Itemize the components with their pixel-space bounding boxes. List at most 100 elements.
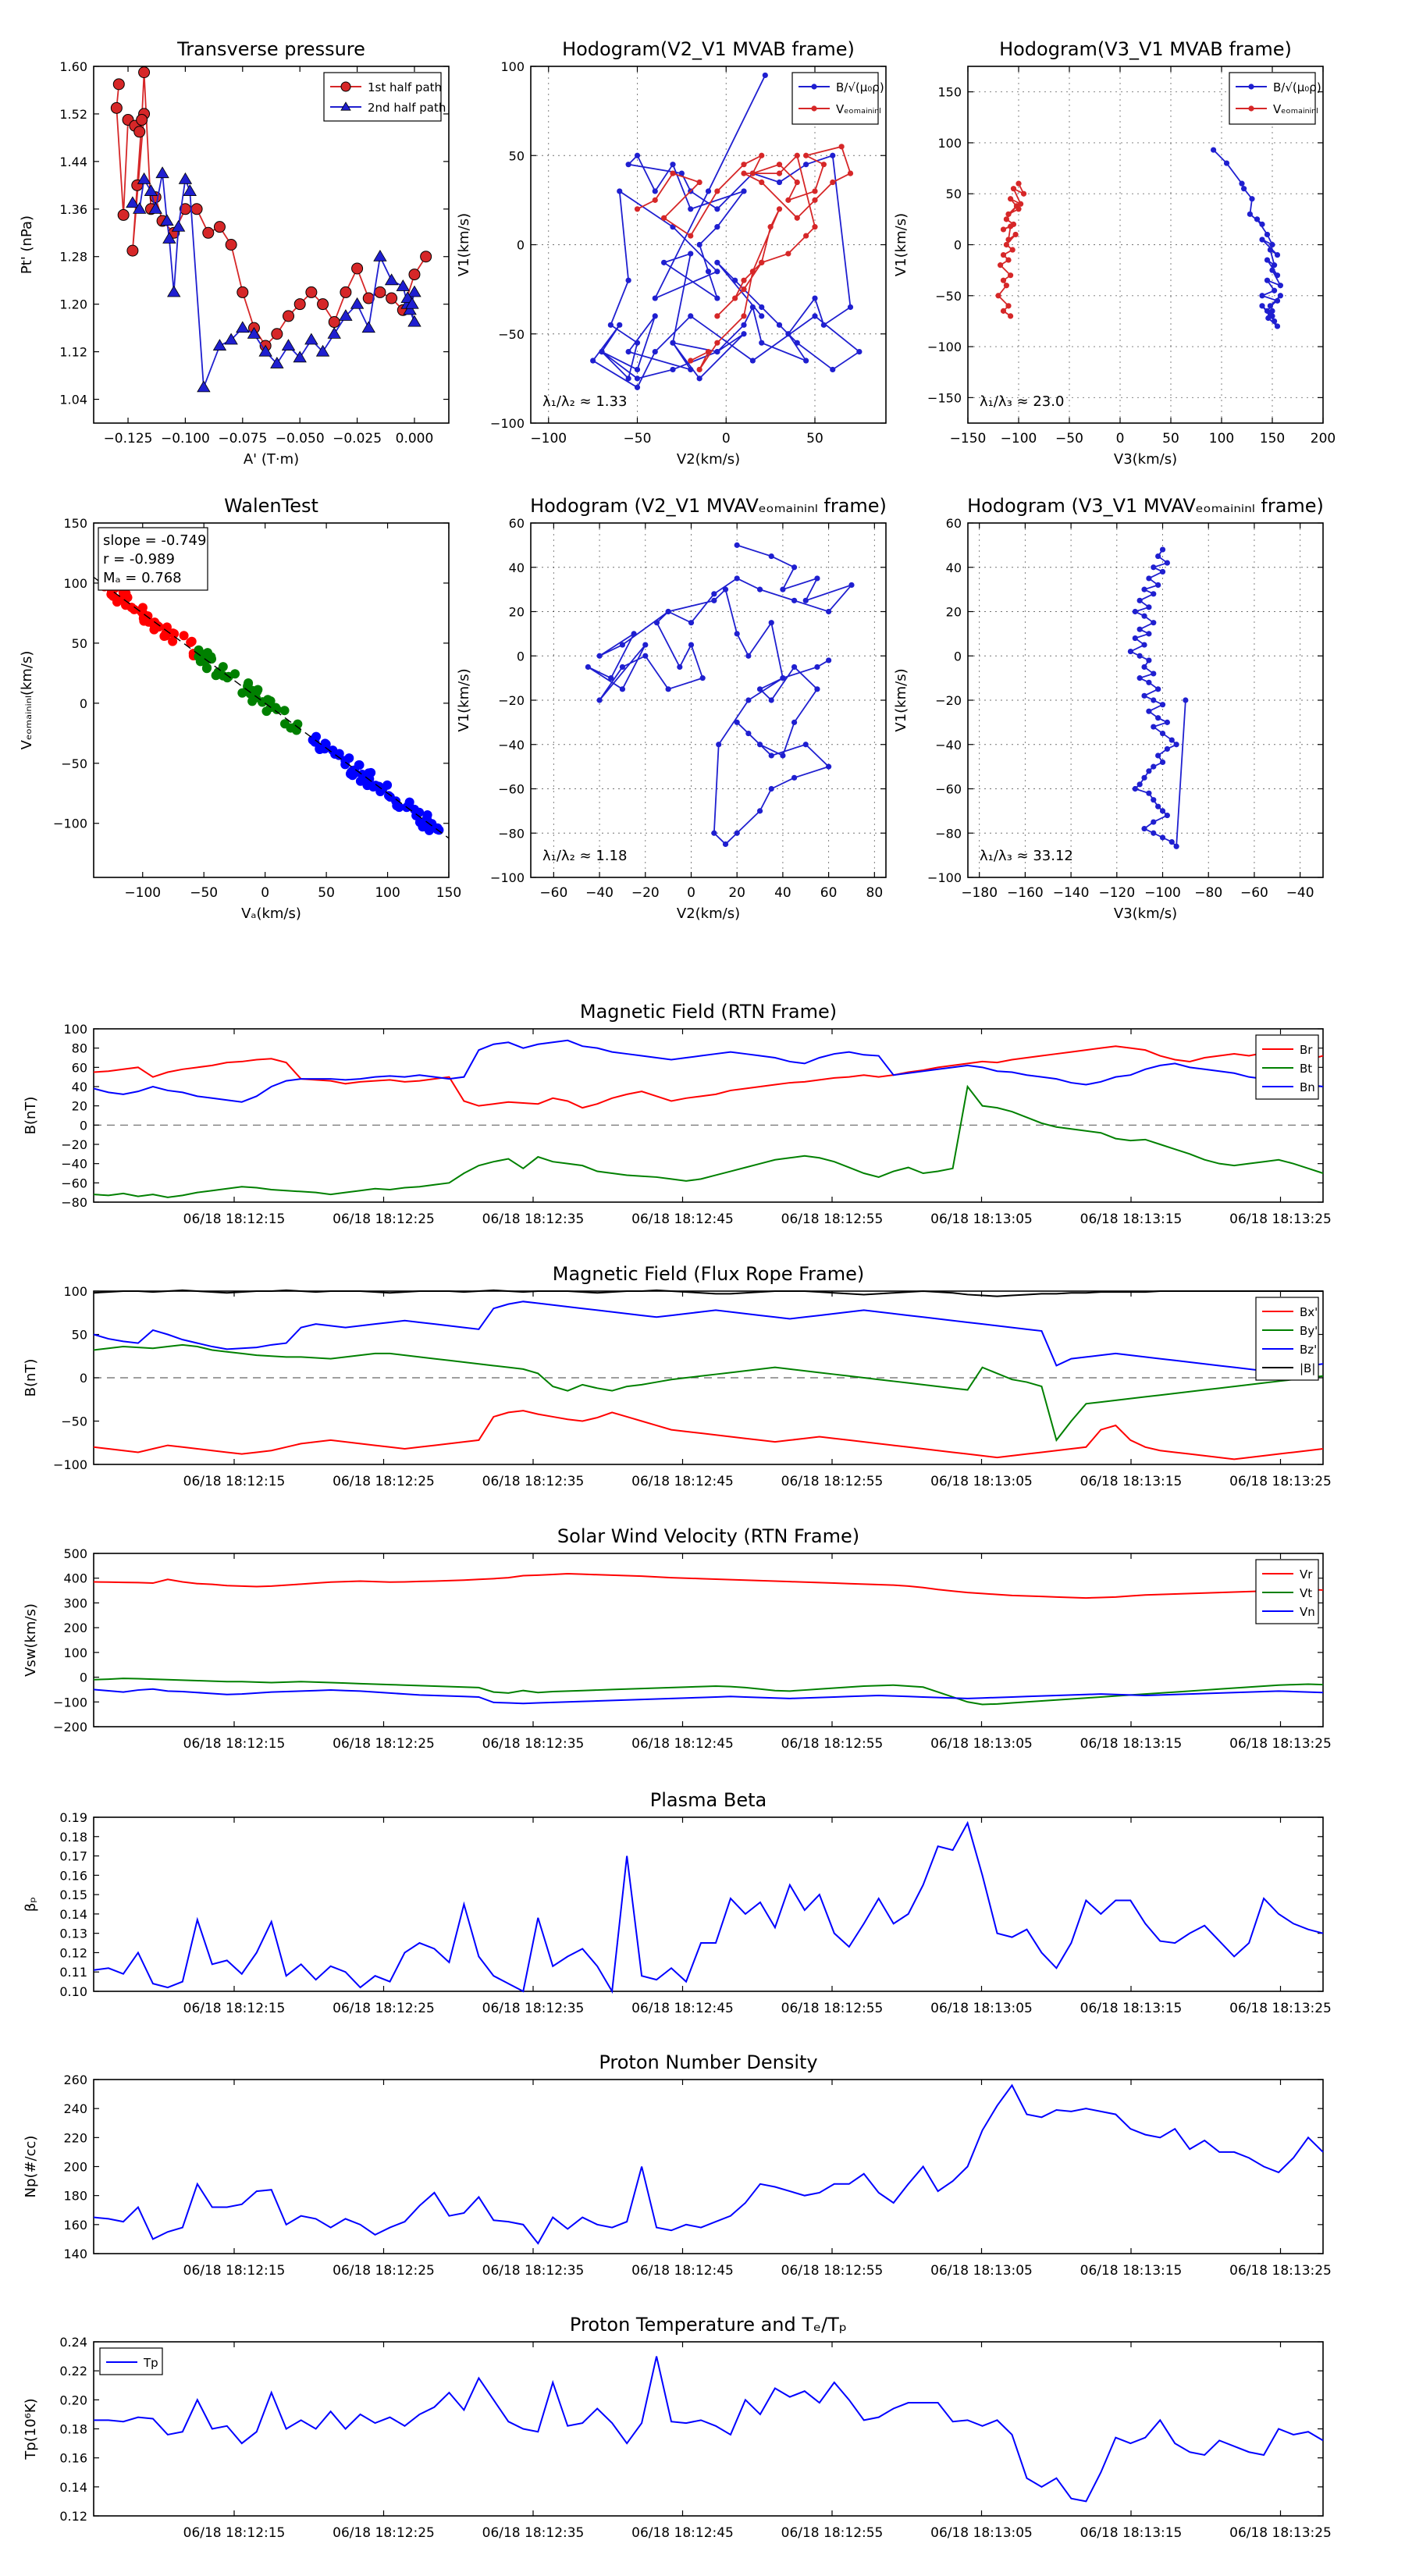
- data-point: [785, 331, 791, 337]
- data-point: [652, 349, 658, 355]
- x-tick-label: −150: [950, 431, 987, 447]
- series-line-Bt: [93, 1084, 1324, 1198]
- data-point: [596, 653, 603, 659]
- data-point: [768, 753, 774, 759]
- data-point: [196, 649, 206, 660]
- data-point: [714, 295, 720, 301]
- y-tick-label: 150: [937, 85, 962, 100]
- series-line-Vr: [93, 1573, 1324, 1599]
- data-point: [749, 170, 756, 176]
- y-tick-label: 0.16: [59, 2451, 87, 2466]
- data-point: [350, 297, 365, 309]
- data-point: [776, 322, 783, 328]
- data-point: [133, 202, 147, 214]
- x-tick-label: 20: [728, 885, 745, 901]
- data-point: [1272, 287, 1278, 294]
- data-point: [1013, 203, 1019, 209]
- data-point: [1012, 231, 1019, 238]
- data-point: [617, 188, 623, 194]
- y-tick-label: 0.24: [59, 2335, 87, 2350]
- x-tick-label: −0.025: [333, 431, 382, 447]
- mf_rtn-chart: Magnetic Field (RTN Frame) −80 −60 −40 −20 0 2…: [23, 1001, 1332, 1227]
- data-point: [705, 188, 712, 194]
- legend-label: Bx': [1300, 1305, 1318, 1319]
- data-point: [794, 152, 800, 158]
- data-point: [756, 686, 763, 692]
- data-point: [1136, 626, 1143, 632]
- data-point: [625, 162, 631, 168]
- y-tick-label: 40: [72, 1080, 87, 1094]
- y-tick-label: 0.17: [59, 1849, 87, 1864]
- data-point: [1141, 825, 1147, 832]
- y-tick-label: 100: [63, 1284, 87, 1299]
- legend-label: Br: [1300, 1043, 1313, 1057]
- data-point: [745, 730, 752, 737]
- data-point: [225, 239, 237, 251]
- x-tick-label: 100: [1209, 431, 1234, 447]
- data-point: [631, 631, 637, 637]
- data-point: [785, 197, 791, 203]
- data-point: [1016, 180, 1022, 187]
- data-point: [714, 259, 720, 265]
- data-point: [373, 249, 387, 262]
- time-tick-label: 06/18 18:12:15: [183, 2525, 286, 2541]
- y-tick-label: −60: [61, 1176, 87, 1190]
- vsw-chart: Solar Wind Velocity (RTN Frame) −200 −100 0…: [23, 1525, 1332, 1752]
- x-tick-label: 40: [774, 885, 791, 901]
- data-point: [183, 184, 197, 196]
- y-tick-label: −100: [53, 1695, 87, 1710]
- data-point: [759, 179, 765, 186]
- series-line: [587, 544, 854, 845]
- data-point: [625, 349, 631, 355]
- data-point: [112, 78, 125, 91]
- data-point: [696, 241, 702, 248]
- data-point: [137, 603, 148, 613]
- data-point: [1264, 277, 1271, 283]
- data-point: [768, 553, 774, 560]
- beta-chart: Plasma Beta 0.10 0.11 0.12 0.13 0.14 0.15 0.16 0…: [23, 1789, 1332, 2016]
- data-point: [741, 331, 747, 337]
- data-point: [224, 333, 238, 345]
- data-point: [716, 742, 722, 748]
- data-point: [1168, 737, 1175, 743]
- time-tick-label: 06/18 18:13:25: [1229, 1474, 1332, 1489]
- data-point: [794, 215, 800, 221]
- time-tick-label: 06/18 18:13:05: [930, 1212, 1033, 1227]
- legend-label: Vn: [1300, 1605, 1315, 1619]
- series-line: [637, 145, 852, 370]
- data-point: [354, 760, 364, 770]
- data-point: [1155, 715, 1161, 721]
- time-tick-label: 06/18 18:12:35: [482, 1212, 585, 1227]
- y-tick-label: 0: [517, 649, 525, 664]
- y-tick-label: 0.11: [59, 1965, 87, 1980]
- h4-eigen-ratio: λ₁/λ₃ ≈ 33.12: [980, 848, 1073, 864]
- data-point: [734, 631, 740, 637]
- legend-label: B/√(μ₀ρ): [1273, 80, 1321, 94]
- data-point: [741, 170, 747, 176]
- data-point: [590, 358, 596, 364]
- vsw-y-axis-label: Vsw(km/s): [23, 1603, 39, 1677]
- data-point: [1005, 303, 1012, 309]
- time-tick-label: 06/18 18:12:15: [183, 2263, 286, 2279]
- data-point: [741, 277, 747, 283]
- x-tick-label: −60: [1240, 885, 1268, 901]
- data-point: [162, 622, 172, 632]
- time-tick-label: 06/18 18:13:15: [1080, 1212, 1183, 1227]
- x-tick-label: −180: [961, 885, 998, 901]
- y-tick-label: 100: [63, 1646, 87, 1660]
- data-point: [136, 114, 148, 126]
- data-point: [803, 152, 809, 158]
- series-line-Vt: [93, 1678, 1324, 1706]
- y-tick-label: 0.18: [59, 2422, 87, 2437]
- data-point: [290, 722, 301, 732]
- time-tick-label: 06/18 18:13:15: [1080, 1736, 1183, 1752]
- data-point: [126, 244, 139, 257]
- tp-title: Transverse pressure: [176, 38, 365, 60]
- data-point: [1151, 671, 1157, 677]
- data-point: [634, 152, 641, 158]
- data-point: [670, 170, 676, 176]
- h1-y-axis-label: V1(km/s): [456, 213, 472, 276]
- h4-x-axis-label: V3(km/s): [1114, 906, 1177, 922]
- data-point: [1146, 790, 1152, 796]
- data-point: [1136, 653, 1143, 659]
